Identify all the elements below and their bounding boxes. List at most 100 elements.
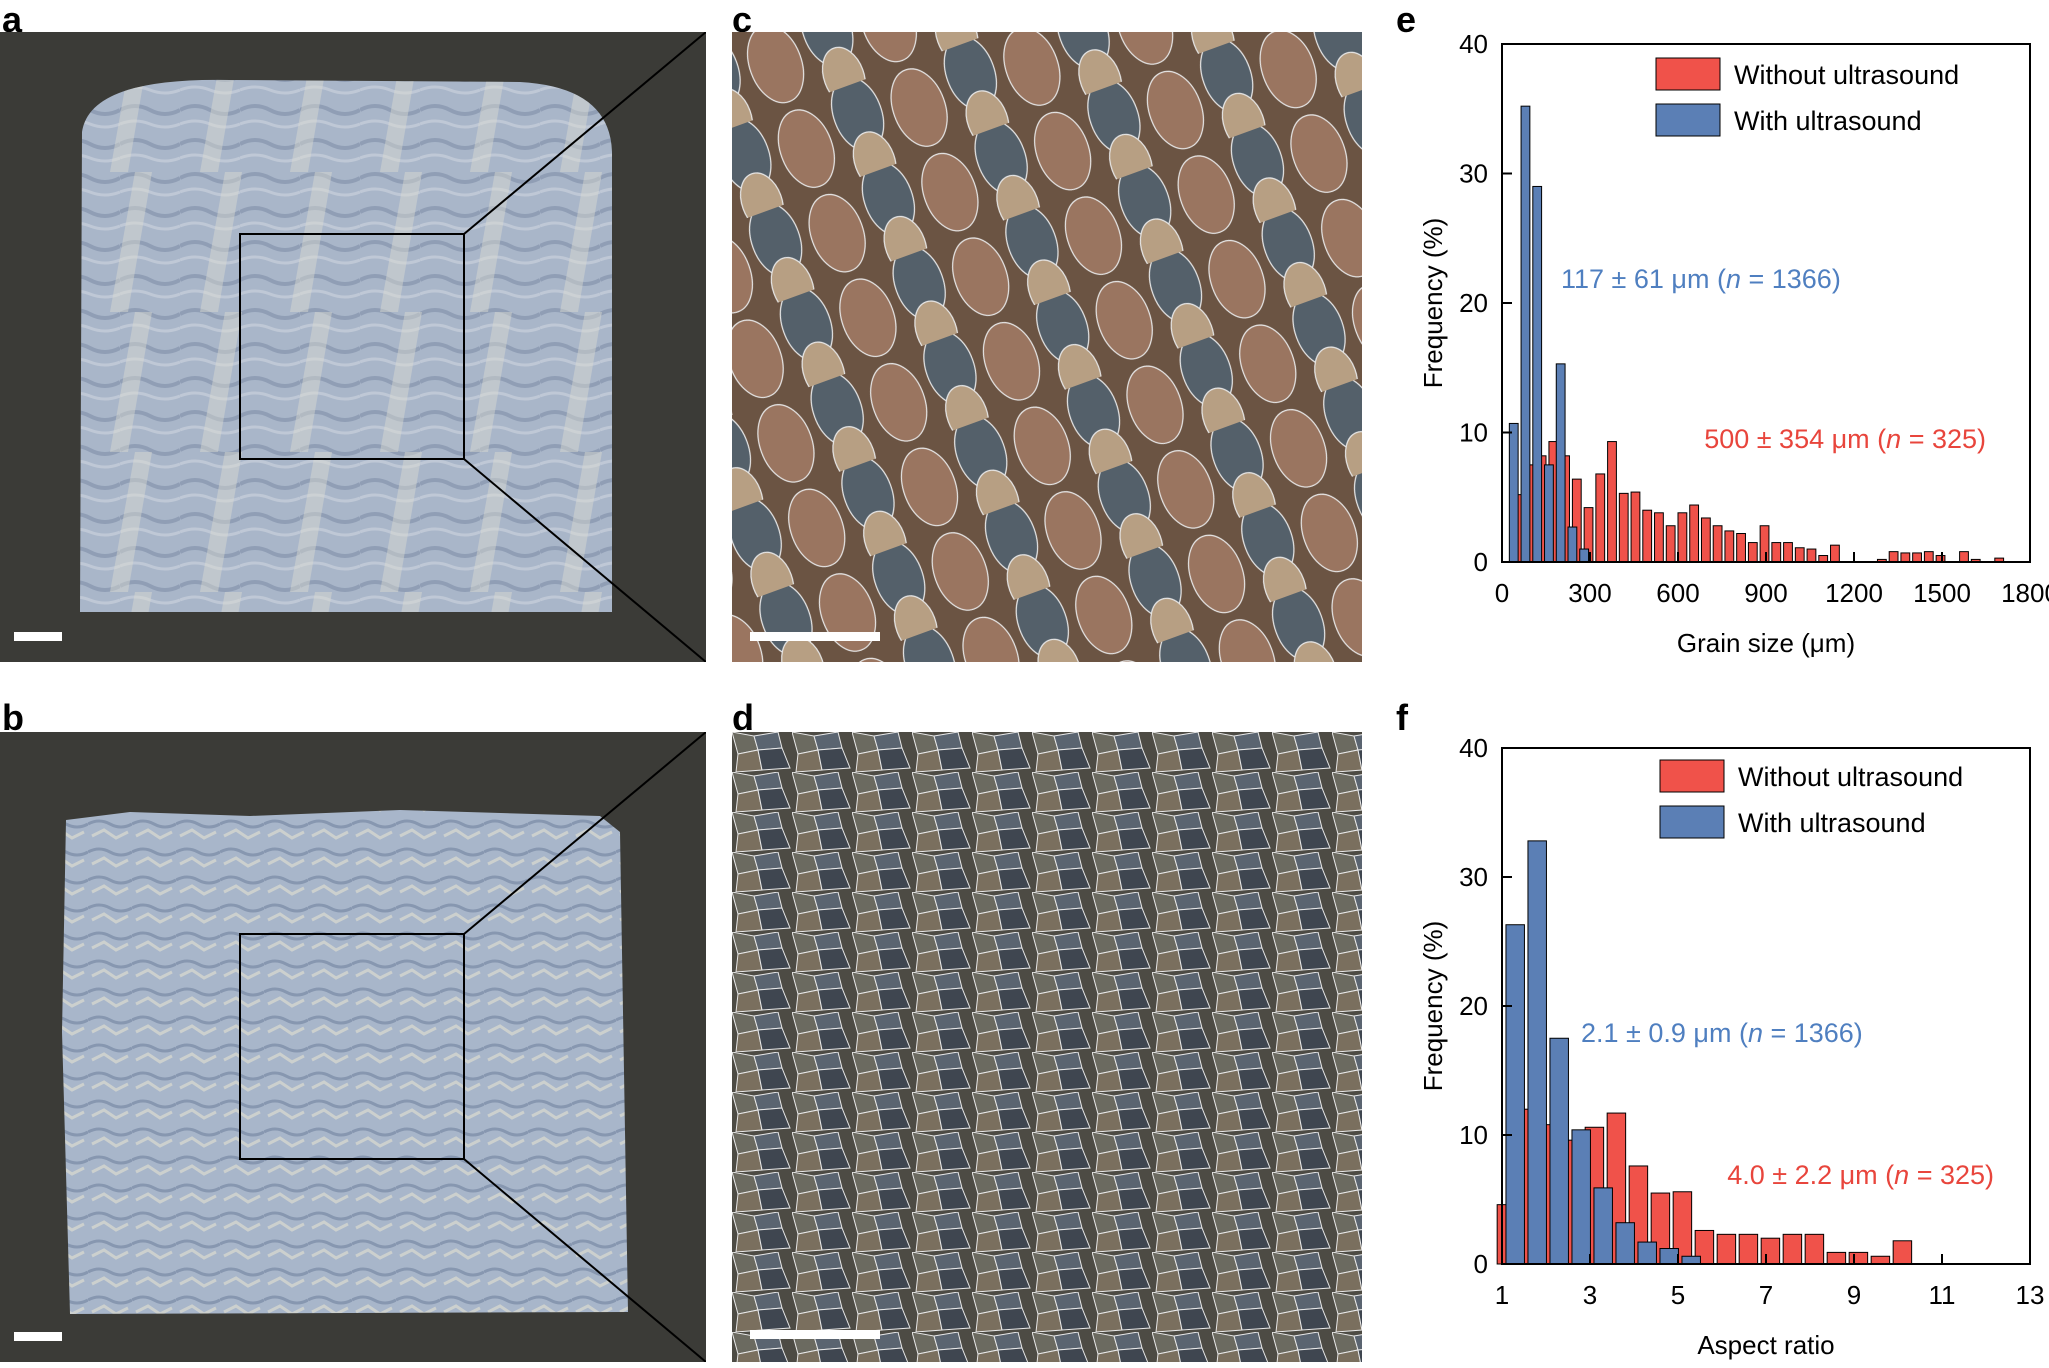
bar-without-ultrasound — [1830, 544, 1840, 563]
scale-bar-b — [14, 1332, 62, 1341]
bar-without-ultrasound — [1630, 491, 1641, 563]
panel-label-b: b — [2, 697, 24, 738]
y-tick-label: 40 — [1459, 29, 1488, 59]
x-tick-label: 13 — [2016, 1280, 2045, 1310]
bar-without-ultrasound — [1618, 492, 1629, 563]
bar-with-ultrasound — [1532, 185, 1543, 563]
bar-with-ultrasound — [1544, 464, 1554, 563]
bar-without-ultrasound — [1677, 512, 1688, 563]
x-axis-label: Grain size (μm) — [1677, 628, 1855, 658]
bar-without-ultrasound — [1888, 551, 1899, 563]
bar-without-ultrasound — [1689, 504, 1700, 563]
bar-without-ultrasound — [1900, 552, 1911, 563]
legend-swatch — [1659, 759, 1725, 793]
x-tick-label: 300 — [1568, 578, 1611, 608]
panel-label-c: c — [732, 0, 753, 40]
bar-with-ultrasound — [1681, 1255, 1701, 1265]
bar-with-ultrasound — [1508, 422, 1519, 563]
bar-without-ultrasound — [1607, 441, 1617, 563]
stats-annotation: 2.1 ± 0.9 μm (n = 1366) — [1581, 1018, 1863, 1048]
bar-without-ultrasound — [1923, 551, 1934, 563]
stats-annotation: 117 ± 61 μm (n = 1366) — [1561, 264, 1841, 294]
bar-with-ultrasound — [1593, 1187, 1613, 1265]
bar-with-ultrasound — [1637, 1241, 1657, 1265]
legend-label: Without ultrasound — [1734, 60, 1959, 90]
y-axis-label: Frequency (%) — [1418, 218, 1448, 389]
micrograph-without-ultrasound-zoom — [732, 32, 1362, 662]
bar-without-ultrasound — [1736, 533, 1746, 563]
scale-bar-a — [14, 632, 62, 641]
y-tick-label: 10 — [1459, 418, 1488, 448]
macrograph-with-ultrasound — [0, 732, 706, 1362]
bar-with-ultrasound — [1659, 1248, 1679, 1265]
legend-label: With ultrasound — [1734, 106, 1922, 136]
y-axis-label: Frequency (%) — [1418, 921, 1448, 1092]
x-tick-label: 5 — [1671, 1280, 1685, 1310]
y-tick-label: 0 — [1474, 547, 1488, 577]
bar-with-ultrasound — [1571, 1129, 1591, 1265]
macrograph-without-ultrasound — [0, 32, 706, 662]
bar-with-ultrasound — [1549, 1037, 1569, 1265]
bar-without-ultrasound — [1959, 551, 1969, 563]
bar-without-ultrasound — [1595, 473, 1606, 563]
bar-without-ultrasound — [1712, 525, 1723, 563]
bar-without-ultrasound — [1700, 517, 1711, 563]
x-tick-label: 0 — [1495, 578, 1509, 608]
chart-aspect-ratio: 1 3 5 7 9 11 13 0 10 20 30 40 Aspect ratio Frequency … — [1396, 720, 2049, 1363]
x-tick-label: 600 — [1656, 578, 1699, 608]
x-tick-label: 7 — [1759, 1280, 1773, 1310]
y-tick-label: 0 — [1474, 1249, 1488, 1279]
x-tick-label: 1 — [1495, 1280, 1509, 1310]
bar-without-ultrasound — [1665, 525, 1676, 563]
x-tick-label: 900 — [1744, 578, 1787, 608]
x-tick-label: 1200 — [1825, 578, 1883, 608]
bar-without-ultrasound — [1759, 525, 1770, 563]
y-tick-label: 10 — [1459, 1120, 1488, 1150]
legend-swatch — [1655, 103, 1721, 137]
bar-with-ultrasound — [1555, 363, 1566, 563]
legend-label: Without ultrasound — [1738, 762, 1963, 792]
x-tick-label: 9 — [1847, 1280, 1861, 1310]
bar-without-ultrasound — [1806, 548, 1817, 563]
bar-without-ultrasound — [1804, 1233, 1825, 1265]
bar-without-ultrasound — [1760, 1237, 1781, 1265]
panel-label-a: a — [2, 0, 23, 40]
scale-bar-c — [750, 632, 880, 641]
bar-with-ultrasound — [1505, 924, 1525, 1265]
bar-with-ultrasound — [1520, 105, 1531, 563]
bar-without-ultrasound — [1794, 547, 1805, 563]
bar-without-ultrasound — [1747, 542, 1758, 563]
bar-with-ultrasound — [1615, 1222, 1635, 1265]
stats-annotation: 4.0 ± 2.2 μm (n = 325) — [1727, 1160, 1994, 1190]
x-tick-label: 1500 — [1913, 578, 1971, 608]
bar-without-ultrasound — [1783, 542, 1793, 563]
legend-label: With ultrasound — [1738, 808, 1926, 838]
legend-swatch — [1655, 57, 1721, 91]
y-tick-label: 30 — [1459, 159, 1488, 189]
bar-with-ultrasound — [1567, 526, 1578, 563]
bar-without-ultrasound — [1912, 552, 1922, 563]
bar-without-ultrasound — [1782, 1233, 1803, 1265]
bar-without-ultrasound — [1870, 1255, 1891, 1265]
y-tick-label: 30 — [1459, 862, 1488, 892]
y-tick-label: 20 — [1459, 288, 1488, 318]
bar-without-ultrasound — [1826, 1251, 1847, 1265]
bar-without-ultrasound — [1848, 1251, 1869, 1265]
micrograph-with-ultrasound-zoom — [732, 732, 1362, 1362]
y-tick-label: 20 — [1459, 991, 1488, 1021]
panel-label-f: f — [1396, 697, 1408, 738]
bar-without-ultrasound — [1716, 1233, 1737, 1265]
x-tick-label: 3 — [1583, 1280, 1597, 1310]
bar-without-ultrasound — [1771, 542, 1782, 563]
legend-swatch — [1659, 805, 1725, 839]
bar-with-ultrasound — [1527, 840, 1547, 1265]
bar-without-ultrasound — [1738, 1233, 1759, 1265]
scale-bar-d — [750, 1330, 880, 1339]
bar-without-ultrasound — [1654, 512, 1664, 563]
bar-without-ultrasound — [1724, 530, 1735, 563]
stats-annotation: 500 ± 354 μm (n = 325) — [1704, 424, 1986, 454]
